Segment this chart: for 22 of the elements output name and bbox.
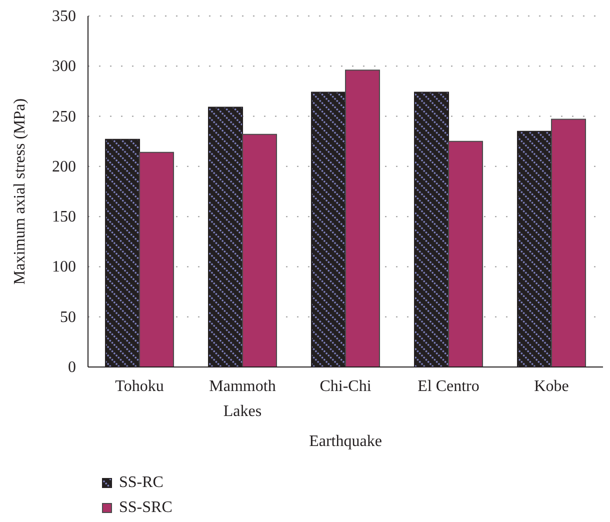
x-tick-label: El Centro: [418, 378, 480, 395]
x-tick-label: Kobe: [534, 378, 569, 395]
x-tick-label: Tohoku: [115, 378, 164, 395]
y-tick-label: 150: [52, 208, 76, 226]
y-tick-label: 100: [52, 258, 76, 276]
y-tick-label: 50: [60, 308, 76, 326]
legend-label: SS-RC: [119, 474, 164, 492]
legend-label: SS-SRC: [119, 498, 172, 516]
bar: [345, 70, 380, 367]
y-tick-label: 0: [68, 359, 76, 376]
bar: [242, 134, 278, 367]
bar: [448, 140, 484, 367]
x-axis-title: Earthquake: [309, 433, 382, 450]
bar: [139, 152, 174, 367]
y-tick-label: 200: [52, 158, 76, 176]
x-tick-label: Chi-Chi: [320, 378, 372, 395]
x-tick-label: Mammoth Lakes: [209, 378, 276, 420]
y-tick-label: 300: [52, 58, 76, 76]
y-tick-label: 350: [52, 8, 76, 25]
bar: [551, 118, 586, 367]
y-axis-title: Maximum axial stress (MPa): [12, 98, 29, 285]
y-tick-label: 250: [52, 108, 76, 126]
